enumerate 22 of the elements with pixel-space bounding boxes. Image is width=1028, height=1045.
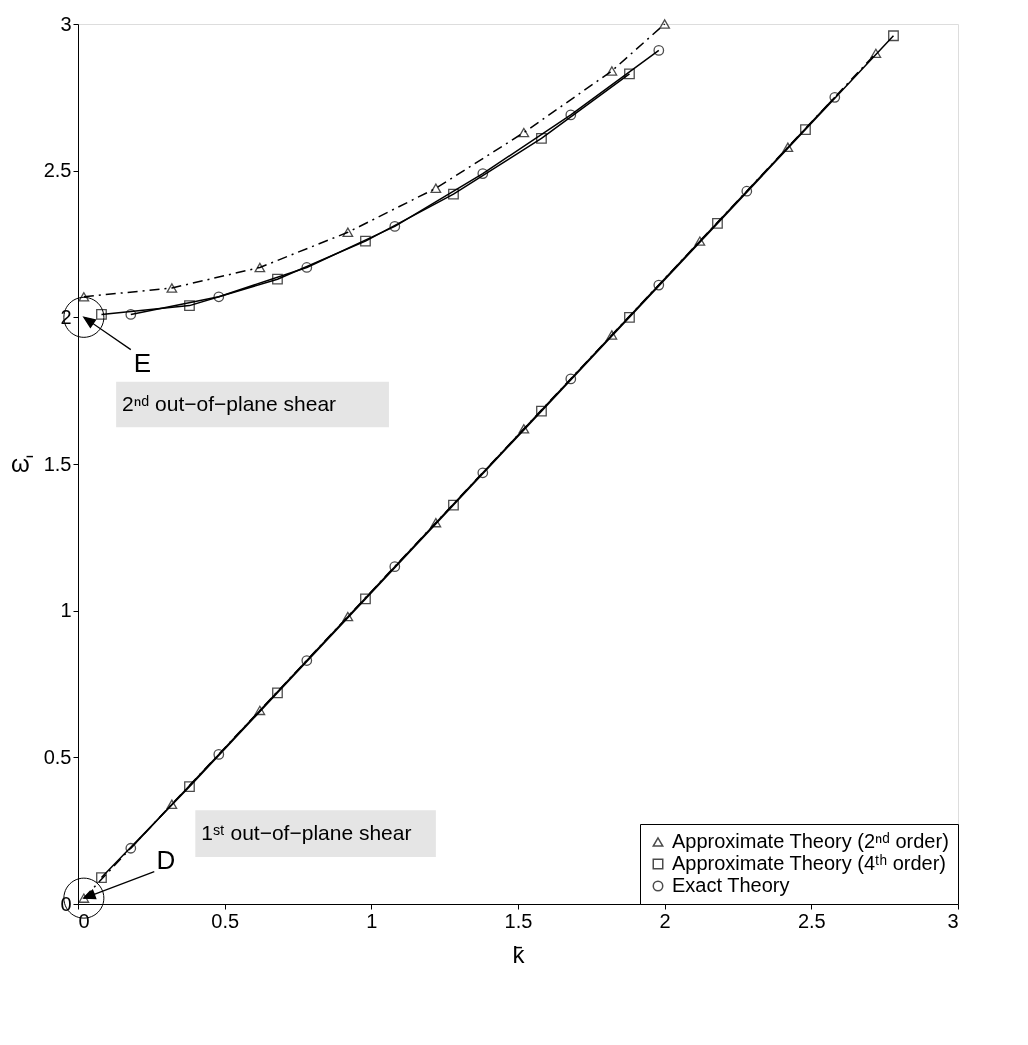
x-tick-label: 2 xyxy=(659,909,671,932)
y-tick-label: 0.5 xyxy=(43,745,72,768)
annotation: 2ⁿᵈ out−of−plane shear xyxy=(122,391,337,415)
legend-label: Approximate Theory (4ᵗʰ order) xyxy=(672,852,947,874)
y-tick-label: 0 xyxy=(60,892,72,915)
x-tick-label: 1.5 xyxy=(504,909,533,932)
x-tick-label: 0.5 xyxy=(211,909,240,932)
legend-label: Approximate Theory (2ⁿᵈ order) xyxy=(672,830,949,852)
legend-label: Exact Theory xyxy=(672,874,790,896)
x-tick-label: 3 xyxy=(947,909,959,932)
y-axis-title: ω̄ xyxy=(10,449,34,477)
annotation: E xyxy=(133,348,152,379)
x-tick-label: 2.5 xyxy=(797,909,826,932)
y-tick-label: 2 xyxy=(60,305,72,328)
y-tick-label: 1 xyxy=(60,599,72,622)
y-tick-label: 1.5 xyxy=(43,452,72,475)
x-axis-title: k̄ xyxy=(512,940,526,968)
annotation: 1ˢᵗ out−of−plane shear xyxy=(201,820,412,844)
annotation: D xyxy=(156,845,176,876)
y-tick-label: 3 xyxy=(60,12,72,35)
y-tick-label: 2.5 xyxy=(43,159,72,182)
x-tick-label: 1 xyxy=(366,909,378,932)
